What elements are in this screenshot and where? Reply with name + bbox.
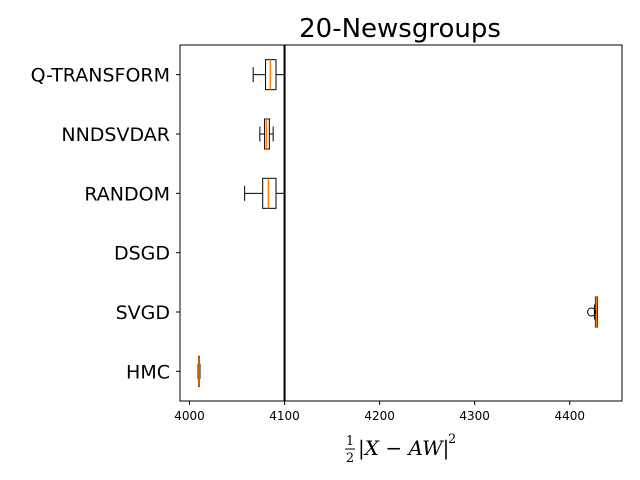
box-iqr — [262, 177, 277, 209]
x-tick-label: 4200 — [364, 409, 395, 423]
chart-title: 20-Newsgroups — [299, 14, 501, 44]
y-axis: Q-TRANSFORM NNDSVDAR RANDOM DSGD SVGD HMC — [31, 65, 180, 383]
plot-frame — [179, 44, 623, 402]
box-svgd — [587, 296, 598, 328]
y-tick-label: SVGD — [116, 302, 170, 324]
box-nndsvdar — [259, 118, 274, 150]
x-label-exponent: 2 — [448, 432, 456, 447]
x-axis: 4000 4100 4200 4300 4400 — [174, 401, 585, 423]
y-tick-label: NNDSVDAR — [61, 124, 170, 146]
y-tick-label: Q-TRANSFORM — [31, 65, 170, 87]
x-label-expr: |X − AW| — [358, 436, 449, 461]
box-q-transform — [252, 59, 286, 91]
x-label-frac-den: 2 — [346, 451, 354, 466]
y-tick-label: DSGD — [114, 243, 170, 265]
x-axis-label: 1 2 |X − AW| 2 — [345, 432, 456, 466]
plot-layer — [197, 45, 598, 401]
box-random — [244, 177, 286, 209]
x-tick-label: 4300 — [459, 409, 490, 423]
x-tick-label: 4400 — [554, 409, 585, 423]
x-tick-label: 4100 — [269, 409, 300, 423]
flier-point — [587, 307, 597, 317]
x-tick-label: 4000 — [174, 409, 205, 423]
y-tick-label: RANDOM — [84, 183, 170, 205]
box-hmc — [197, 355, 201, 387]
y-tick-label: HMC — [126, 361, 170, 383]
x-label-frac-num: 1 — [346, 434, 354, 449]
